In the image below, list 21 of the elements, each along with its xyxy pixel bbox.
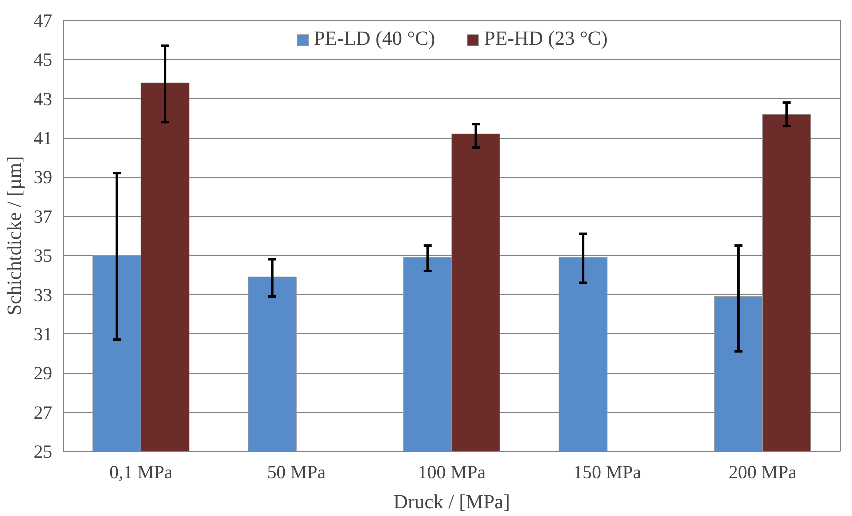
y-tick-label: 35 bbox=[34, 246, 52, 268]
y-tick-label: 39 bbox=[34, 168, 52, 189]
y-tick-label: 25 bbox=[34, 442, 52, 463]
legend-label: PE-HD (23 °C) bbox=[484, 28, 608, 51]
y-axis-title: Schichtdicke / [µm] bbox=[4, 156, 26, 316]
y-tick-label: 43 bbox=[34, 89, 52, 110]
x-tick-label: 150 MPa bbox=[573, 462, 642, 484]
y-tick-label: 47 bbox=[34, 11, 52, 32]
y-tick-label: 45 bbox=[34, 50, 52, 72]
y-tick-label: 27 bbox=[34, 402, 52, 424]
x-tick-label: 50 MPa bbox=[267, 462, 327, 484]
y-tick-label: 31 bbox=[34, 324, 52, 346]
y-tick-label: 33 bbox=[34, 285, 52, 306]
y-tick-label: 41 bbox=[34, 128, 52, 150]
y-tick-label: 29 bbox=[34, 364, 52, 385]
x-tick-label: 100 MPa bbox=[418, 462, 487, 484]
x-tick-label: 0,1 MPa bbox=[110, 462, 174, 484]
legend-label: PE-LD (40 °C) bbox=[314, 28, 436, 51]
x-tick-label: 200 MPa bbox=[728, 462, 798, 484]
y-tick-label: 37 bbox=[34, 206, 52, 228]
x-axis-title: Druck / [MPa] bbox=[394, 492, 510, 514]
